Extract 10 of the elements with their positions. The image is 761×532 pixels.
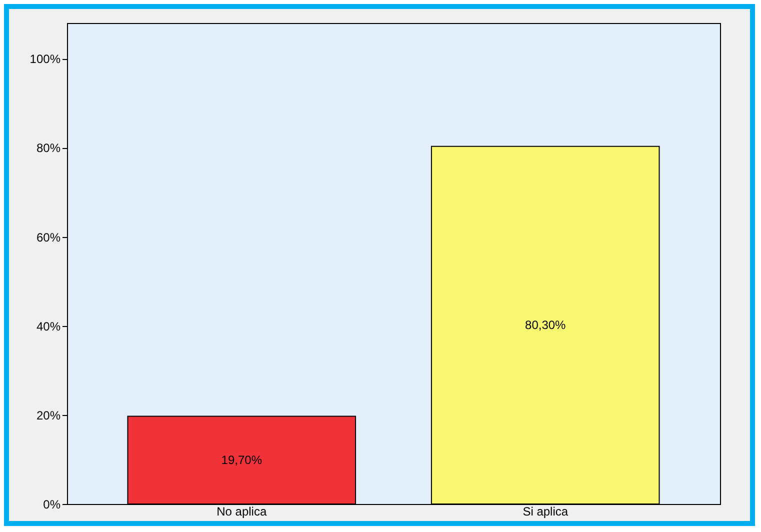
y-tick-label: 40%: [36, 319, 61, 334]
y-tick-label: 0%: [43, 498, 61, 512]
x-tick-label: No aplica: [216, 504, 267, 518]
y-tick-label: 100%: [30, 52, 61, 66]
y-tick-label: 60%: [36, 230, 61, 244]
data-label: 80,30%: [525, 318, 566, 332]
y-tick-label: 20%: [36, 408, 61, 422]
y-tick-label: 80%: [36, 141, 61, 156]
data-label: 19,70%: [221, 453, 262, 468]
x-tick-label: Si aplica: [522, 504, 568, 518]
